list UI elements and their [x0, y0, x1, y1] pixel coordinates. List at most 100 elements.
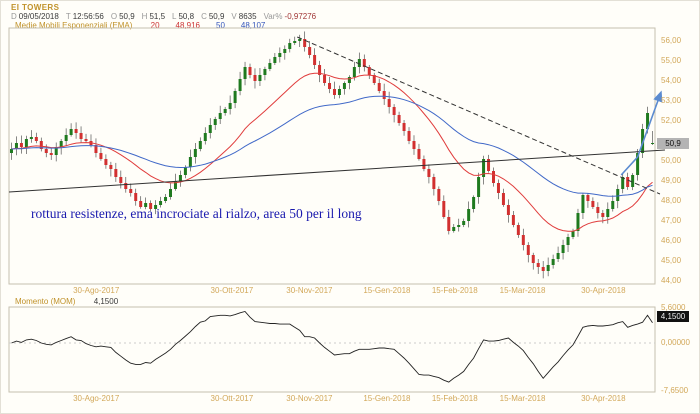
candle — [452, 227, 456, 231]
price-axis-label: 48,00 — [661, 196, 682, 205]
candle — [9, 149, 13, 153]
candle — [263, 69, 267, 75]
quote-field-label: T — [65, 12, 71, 21]
candle — [94, 145, 98, 153]
candle — [114, 169, 118, 177]
momentum-line — [11, 310, 653, 383]
price-axis-label: 44,00 — [661, 276, 682, 285]
momentum-header: Momento (MOM) 4,1500 — [15, 297, 118, 306]
ema20-line — [11, 72, 653, 232]
candle — [402, 123, 406, 131]
candle — [233, 91, 237, 103]
quote-field-value: 50,8 — [178, 12, 195, 21]
candle — [149, 203, 153, 209]
candle — [472, 197, 476, 209]
candle — [69, 129, 73, 135]
candle — [526, 245, 530, 255]
candle — [611, 201, 615, 209]
candle — [506, 205, 510, 215]
price-axis-label: 47,00 — [661, 216, 682, 225]
candle — [124, 183, 128, 189]
candle — [332, 89, 336, 95]
candle — [541, 267, 545, 271]
candle — [49, 153, 53, 155]
quote-line: D 09/05/2018 T 12:56:56 O 50,9 H 51,5 L 50,8 C 50,9… — [11, 12, 316, 21]
momentum-date-axis-label: 30-Ott-2017 — [210, 393, 254, 403]
quote-field-label: L — [172, 12, 177, 21]
quote-field-label: C — [201, 12, 207, 21]
candle — [412, 141, 416, 149]
candle — [591, 201, 595, 207]
candle — [367, 67, 371, 75]
momentum-indicator-value: 4,1500 — [93, 297, 119, 306]
price-axis-label: 52,00 — [661, 116, 682, 125]
ema-indicator-name: Medie Mobili Esponenziali (EMA) — [15, 21, 133, 30]
candle — [457, 225, 461, 227]
candle — [571, 231, 575, 237]
candle — [586, 195, 590, 201]
candle — [218, 113, 222, 119]
candle — [407, 131, 411, 141]
date-axis-label: 15-Feb-2018 — [431, 285, 478, 295]
candle — [616, 189, 620, 201]
candle — [99, 153, 103, 159]
candle — [14, 143, 18, 149]
momentum-date-axis-label: 15-Mar-2018 — [499, 393, 546, 403]
candle — [159, 201, 163, 205]
quote-field-label: H — [141, 12, 148, 21]
momentum-date-axis-label: 15-Gen-2018 — [363, 393, 411, 403]
candle — [74, 129, 78, 133]
candle — [228, 103, 232, 109]
candle — [223, 109, 227, 113]
price-axis-label: 54,00 — [661, 76, 682, 85]
date-axis-label: 15-Mar-2018 — [499, 285, 546, 295]
price-axis-label: 49,00 — [661, 176, 682, 185]
candle — [387, 99, 391, 107]
ema50-line — [11, 95, 653, 197]
quote-field-value: 12:56:56 — [72, 12, 104, 21]
candle — [462, 221, 466, 225]
candle — [193, 149, 197, 157]
candle — [283, 49, 287, 53]
candle — [258, 75, 262, 81]
momentum-date-axis-label: 30-Apr-2018 — [581, 393, 626, 403]
ema-param-value: 50 — [216, 21, 225, 30]
candle — [467, 209, 471, 221]
momentum-axis-label: 5,6000 — [661, 302, 686, 312]
candle — [154, 205, 158, 209]
ema-param-value: 48,107 — [240, 21, 266, 30]
date-axis-label: 30-Apr-2018 — [581, 285, 626, 295]
candle — [253, 75, 257, 81]
candle — [19, 143, 23, 147]
candle — [308, 47, 312, 55]
candle — [531, 255, 535, 263]
candle — [198, 141, 202, 149]
candle — [29, 137, 33, 139]
candle — [54, 147, 58, 155]
candle — [596, 207, 600, 213]
momentum-current-tag: 4,1500 — [657, 311, 689, 323]
candle — [318, 65, 322, 75]
price-axis-label: 45,00 — [661, 256, 682, 265]
candle — [273, 57, 277, 63]
quote-field-value: 50,9 — [208, 12, 225, 21]
candle — [477, 177, 481, 197]
candle — [511, 215, 515, 225]
candle — [427, 169, 431, 177]
candle — [482, 159, 486, 177]
date-axis-label: 30-Ott-2017 — [210, 285, 254, 295]
price-axis-label: 53,00 — [661, 96, 682, 105]
candle — [173, 181, 177, 189]
candle — [347, 77, 351, 83]
candle — [79, 133, 83, 139]
candle — [626, 177, 630, 187]
quote-field-label: V — [231, 12, 237, 21]
candle — [606, 209, 610, 217]
candle — [64, 135, 68, 141]
momentum-date-axis-label: 30-Nov-2017 — [286, 393, 333, 403]
candle — [34, 137, 38, 141]
ema-param-value: 20 — [150, 21, 160, 30]
quote-field-value: -0,97276 — [284, 12, 317, 21]
